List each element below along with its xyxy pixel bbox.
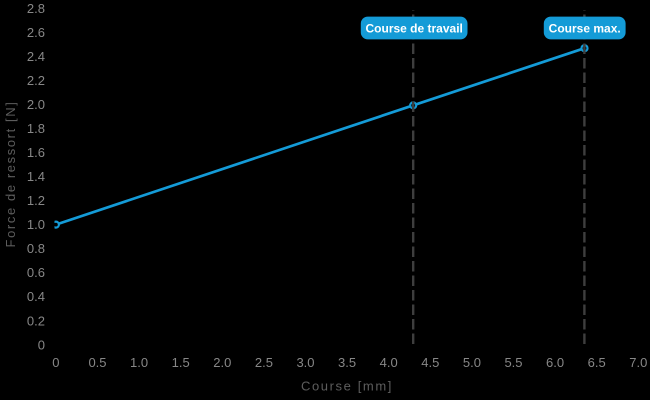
svg-text:1.2: 1.2 (27, 193, 45, 208)
svg-text:4.5: 4.5 (421, 355, 439, 370)
svg-text:1.8: 1.8 (27, 121, 45, 136)
svg-text:2.0: 2.0 (213, 355, 231, 370)
svg-text:1.4: 1.4 (27, 169, 45, 184)
svg-text:1.5: 1.5 (172, 355, 190, 370)
svg-text:Course max.: Course max. (549, 22, 621, 36)
svg-text:0.4: 0.4 (27, 289, 45, 304)
svg-text:Force de ressort [N]: Force de ressort [N] (3, 101, 18, 248)
svg-text:5.0: 5.0 (463, 355, 481, 370)
svg-text:1.6: 1.6 (27, 145, 45, 160)
svg-text:Course de travail: Course de travail (366, 22, 463, 36)
svg-text:0.8: 0.8 (27, 241, 45, 256)
svg-text:2.4: 2.4 (27, 49, 45, 64)
svg-text:4.0: 4.0 (380, 355, 398, 370)
svg-text:2.0: 2.0 (27, 97, 45, 112)
svg-text:2.2: 2.2 (27, 73, 45, 88)
svg-text:Course [mm]: Course [mm] (301, 379, 393, 394)
svg-text:1.0: 1.0 (130, 355, 148, 370)
svg-text:0: 0 (38, 337, 45, 352)
svg-text:5.5: 5.5 (504, 355, 522, 370)
svg-text:3.0: 3.0 (296, 355, 314, 370)
svg-text:6.5: 6.5 (588, 355, 606, 370)
svg-text:6.0: 6.0 (546, 355, 564, 370)
svg-text:1.0: 1.0 (27, 217, 45, 232)
svg-text:7.0: 7.0 (629, 355, 647, 370)
svg-text:3.5: 3.5 (338, 355, 356, 370)
svg-text:0: 0 (52, 355, 59, 370)
svg-text:2.5: 2.5 (255, 355, 273, 370)
svg-text:2.6: 2.6 (27, 25, 45, 40)
svg-text:0.6: 0.6 (27, 265, 45, 280)
svg-text:2.8: 2.8 (27, 1, 45, 16)
svg-text:0.2: 0.2 (27, 313, 45, 328)
svg-text:0.5: 0.5 (88, 355, 106, 370)
